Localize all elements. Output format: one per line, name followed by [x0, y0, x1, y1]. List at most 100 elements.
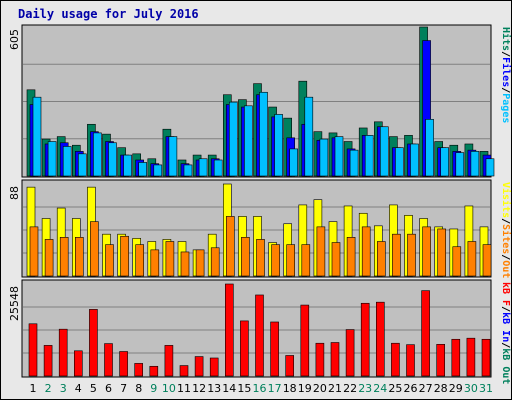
bar-pages [395, 147, 404, 177]
legend-item: / [500, 218, 511, 224]
bar-kb-f [149, 365, 159, 377]
bar-kb-f [270, 321, 279, 377]
legend-item: Hits [500, 27, 512, 51]
bar-sites [286, 244, 296, 277]
bar-sites [422, 226, 431, 277]
bar-pages [334, 136, 344, 177]
bar-kb-f [209, 357, 219, 377]
x-tick-label: 21 [328, 382, 342, 395]
bar-sites [90, 221, 99, 277]
x-tick-label: 18 [283, 382, 297, 395]
x-tick-label: 5 [90, 382, 97, 395]
bar-pages [364, 135, 374, 177]
bar-pages [349, 149, 359, 177]
bar-sites [407, 233, 416, 277]
bar-kb-f [421, 290, 430, 377]
bar-pages [470, 151, 480, 177]
legend-item: Pages [500, 93, 511, 123]
x-tick-label: 16 [253, 382, 267, 395]
x-tick-label: 7 [120, 382, 127, 395]
max-value-label: 25548 [8, 286, 21, 321]
bar-sites [210, 247, 220, 277]
bar-kb-f [255, 294, 264, 377]
bar-sites [150, 249, 160, 277]
legend-text: kB F/kB In/kB Out [500, 282, 511, 384]
bar-kb-f [481, 338, 491, 377]
bar-kb-f [285, 355, 295, 377]
bar-sites [105, 244, 114, 277]
x-tick-label: 13 [207, 382, 221, 395]
bar-sites [75, 237, 84, 277]
x-tick-label: 6 [105, 382, 112, 395]
x-tick-label: 29 [449, 382, 463, 395]
legend-item: Sites [500, 224, 512, 254]
bar-sites [316, 226, 326, 277]
bar-sites [165, 241, 175, 277]
bar-pages [319, 138, 329, 177]
bar-pages [485, 158, 495, 177]
x-tick-label: 25 [388, 382, 402, 395]
bar-kb-f [194, 356, 204, 377]
x-tick-label: 1 [30, 382, 37, 395]
bar-pages [153, 164, 163, 177]
bar-pages [410, 143, 419, 177]
x-tick-label: 11 [177, 382, 191, 395]
bar-kb-f [391, 342, 400, 377]
bar-kb-f [360, 302, 370, 377]
bar-kb-f [28, 323, 38, 377]
x-tick-label: 27 [419, 382, 433, 395]
bar-pages [229, 101, 238, 177]
bar-pages [123, 154, 132, 177]
bar-kb-f [58, 328, 68, 377]
bar-kb-f [225, 283, 234, 377]
bar-sites [241, 237, 250, 277]
bar-pages [304, 96, 314, 177]
x-tick-label: 2 [45, 382, 52, 395]
chart-title: Daily usage for July 2016 [18, 7, 199, 21]
x-tick-label: 15 [237, 382, 251, 395]
bar-sites [452, 246, 462, 277]
bar-kb-f [164, 345, 174, 377]
x-tick-label: 28 [434, 382, 448, 395]
bar-sites [361, 226, 371, 277]
bar-pages [289, 148, 299, 177]
bar-sites [44, 239, 54, 277]
x-tick-label: 14 [222, 382, 236, 395]
bar-pages [47, 141, 57, 177]
bar-kb-f [119, 351, 128, 377]
bar-kb-f [134, 363, 143, 377]
bar-pages [213, 159, 223, 177]
bar-pages [259, 91, 268, 177]
bar-kb-f [330, 342, 340, 377]
x-tick-label: 24 [373, 382, 387, 395]
bar-kb-f [375, 301, 385, 377]
bar-kb-f [315, 342, 325, 377]
x-tick-label: 12 [192, 382, 206, 395]
legend-item: / [500, 254, 511, 260]
bar-kb-f [43, 345, 53, 377]
panel-legend: Hits/Files/Pages [500, 27, 512, 123]
legend-text: Visits/Sites/Out [500, 182, 512, 278]
bar-kb-f [436, 344, 446, 377]
legend-item: Visits [500, 182, 512, 218]
bar-kb-f [74, 350, 83, 377]
bar-pages [455, 152, 465, 177]
x-tick-label: 31 [479, 382, 493, 395]
bar-sites [376, 241, 386, 277]
panel-top: 605 Hits/Files/Pages [8, 24, 512, 178]
legend-item: / [500, 342, 511, 348]
bar-sites [271, 244, 280, 277]
panel-bottom: 25548 kB F/kB In/kB Out [8, 279, 511, 384]
legend-item: Out [500, 260, 511, 278]
bar-sites [59, 237, 69, 277]
bar-kb-f [466, 337, 476, 377]
legend-item: / [500, 306, 511, 312]
bar-pages [198, 158, 208, 177]
bar-sites [135, 244, 144, 277]
x-tick-label: 4 [75, 382, 82, 395]
legend-item: kB Out [500, 348, 511, 384]
bar-pages [138, 162, 147, 177]
panel-legend: kB F/kB In/kB Out [500, 282, 511, 384]
bar-sites [120, 235, 129, 277]
bar-pages [108, 142, 117, 177]
